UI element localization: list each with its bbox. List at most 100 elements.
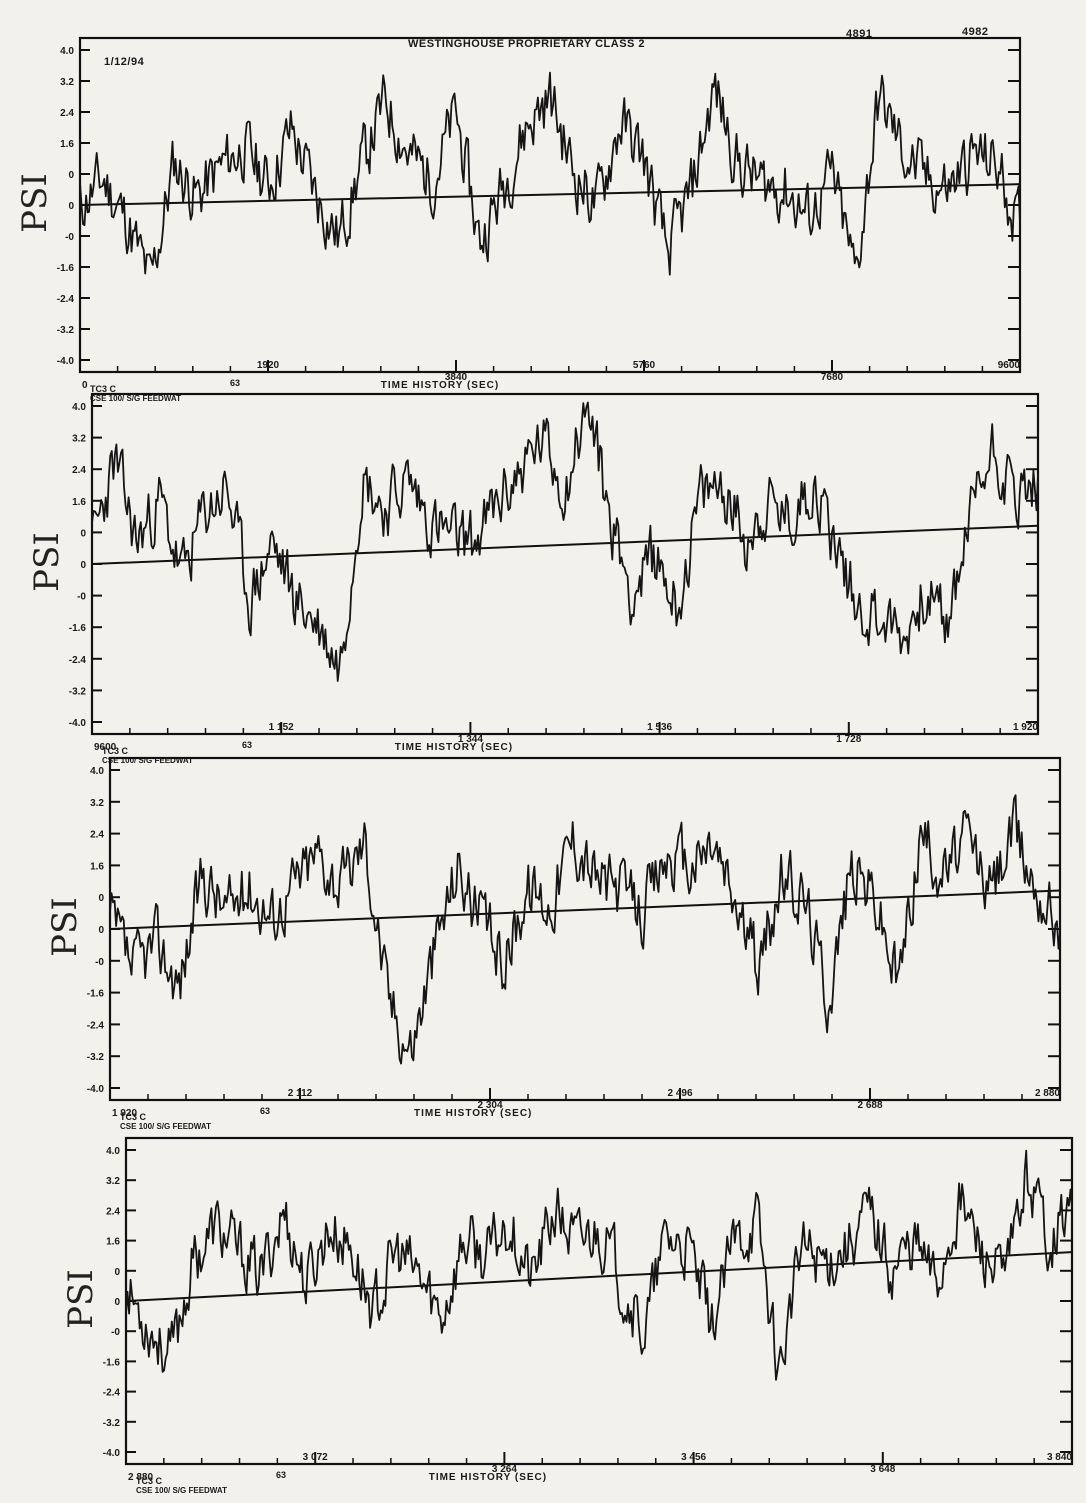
x-tick-label: 2 880 bbox=[128, 1472, 153, 1483]
code-label-2: 4982 bbox=[962, 26, 989, 38]
x-tick-label: 3 840 bbox=[1047, 1452, 1072, 1463]
y-tick-label: -4.0 bbox=[69, 718, 87, 729]
trend-line bbox=[79, 183, 1021, 206]
x-tick-label: 2 112 bbox=[288, 1088, 313, 1099]
y-tick-label: 0 bbox=[114, 1297, 120, 1308]
y-tick-label: 0 bbox=[114, 1267, 120, 1278]
footer-description: CSE 100/ S/G FEEDWAT bbox=[136, 1486, 227, 1495]
x-tick-label: 3 072 bbox=[303, 1452, 328, 1463]
x-tick-label: 3 648 bbox=[870, 1464, 895, 1475]
y-tick-label: -0 bbox=[95, 957, 104, 968]
y-tick-label: -3.2 bbox=[69, 686, 87, 697]
footer-id: 63 bbox=[242, 740, 252, 750]
y-tick-label: -2.4 bbox=[87, 1020, 105, 1031]
footer-channel: TC3 C bbox=[102, 746, 129, 756]
x-tick-label: 2 880 bbox=[1035, 1088, 1060, 1099]
series-line bbox=[109, 794, 1061, 1065]
y-tick-label: 1.6 bbox=[60, 139, 74, 150]
footer-description: CSE 100/ S/G FEEDWAT bbox=[120, 1122, 211, 1131]
x-tick-label: 1 536 bbox=[647, 722, 672, 733]
footer-id: 63 bbox=[230, 378, 240, 388]
x-tick-label: 1 344 bbox=[458, 734, 483, 745]
y-tick-label: -1.6 bbox=[57, 263, 75, 274]
footer-channel: TC3 C bbox=[136, 1476, 163, 1486]
y-tick-label: 3.2 bbox=[90, 798, 104, 809]
proprietary-title: WESTINGHOUSE PROPRIETARY CLASS 2 bbox=[408, 38, 646, 50]
y-tick-label: -1.6 bbox=[69, 623, 87, 634]
x-tick-label: 3840 bbox=[445, 372, 468, 383]
y-tick-label: -1.6 bbox=[87, 989, 105, 1000]
y-tick-label: 2.4 bbox=[72, 465, 86, 476]
y-tick-label: 1.6 bbox=[90, 861, 104, 872]
y-tick-label: 4.0 bbox=[60, 46, 74, 57]
footer-id: 63 bbox=[276, 1470, 286, 1480]
footer-channel: TC3 C bbox=[90, 384, 117, 394]
x-tick-label: 0 bbox=[82, 380, 88, 391]
x-tick-label: 9600 bbox=[94, 742, 117, 753]
x-axis-title: TIME HISTORY (SEC) bbox=[414, 1108, 532, 1119]
y-tick-label: 0 bbox=[80, 528, 86, 539]
y-tick-label: -2.4 bbox=[103, 1388, 121, 1399]
series-line bbox=[79, 71, 1021, 276]
y-tick-label: -3.2 bbox=[87, 1052, 105, 1063]
series-line bbox=[125, 1149, 1073, 1381]
x-tick-label: 3 456 bbox=[681, 1452, 706, 1463]
x-axis-title: TIME HISTORY (SEC) bbox=[429, 1472, 547, 1483]
y-tick-label: 0 bbox=[68, 201, 74, 212]
y-tick-label: 3.2 bbox=[60, 77, 74, 88]
y-tick-label: -4.0 bbox=[87, 1084, 105, 1095]
y-tick-label: -2.4 bbox=[69, 655, 87, 666]
trend-line bbox=[125, 1251, 1073, 1302]
x-tick-label: 5760 bbox=[633, 360, 656, 371]
y-tick-label: 2.4 bbox=[90, 830, 104, 841]
y-tick-label: 0 bbox=[98, 925, 104, 936]
y-tick-label: -4.0 bbox=[103, 1448, 121, 1459]
x-tick-label: 2 304 bbox=[477, 1100, 502, 1111]
x-tick-label: 7680 bbox=[821, 372, 844, 383]
y-tick-label: 1.6 bbox=[72, 497, 86, 508]
footer-description: CSE 100/ S/G FEEDWAT bbox=[102, 756, 193, 765]
x-axis-title: TIME HISTORY (SEC) bbox=[381, 380, 499, 391]
y-tick-label: 3.2 bbox=[72, 434, 86, 445]
date-label: 1/12/94 bbox=[104, 56, 145, 68]
y-tick-label: 3.2 bbox=[106, 1176, 120, 1187]
y-tick-label: -4.0 bbox=[57, 356, 75, 367]
trend-line bbox=[91, 524, 1039, 565]
y-tick-label: 4.0 bbox=[90, 766, 104, 777]
y-tick-label: 0 bbox=[80, 560, 86, 571]
y-tick-label: -3.2 bbox=[57, 325, 75, 336]
x-tick-label: 9600 bbox=[998, 360, 1021, 371]
y-tick-label: -0 bbox=[65, 232, 74, 243]
x-tick-label: 1 152 bbox=[269, 722, 294, 733]
y-tick-label: -0 bbox=[111, 1327, 120, 1338]
series-line bbox=[91, 401, 1039, 682]
y-tick-label: 2.4 bbox=[106, 1206, 120, 1217]
y-tick-label: 0 bbox=[68, 170, 74, 181]
y-tick-label: -1.6 bbox=[103, 1357, 121, 1368]
trend-line bbox=[109, 889, 1061, 930]
y-tick-label: 1.6 bbox=[106, 1237, 120, 1248]
y-axis-label: PSI bbox=[61, 1269, 101, 1329]
y-tick-label: 0 bbox=[98, 893, 104, 904]
footer-id: 63 bbox=[260, 1106, 270, 1116]
y-tick-label: -3.2 bbox=[103, 1418, 121, 1429]
footer-channel: TC3 C bbox=[120, 1112, 147, 1122]
x-tick-label: 1920 bbox=[257, 360, 280, 371]
y-tick-label: 4.0 bbox=[72, 402, 86, 413]
x-axis-title: TIME HISTORY (SEC) bbox=[395, 742, 513, 753]
x-tick-label: 1 920 bbox=[1013, 722, 1038, 733]
y-tick-label: -2.4 bbox=[57, 294, 75, 305]
x-tick-label: 2 688 bbox=[857, 1100, 882, 1111]
y-tick-label: 4.0 bbox=[106, 1146, 120, 1157]
x-tick-label: 3 264 bbox=[492, 1464, 517, 1475]
y-tick-label: 2.4 bbox=[60, 108, 74, 119]
plot-frame bbox=[124, 1136, 1074, 1466]
x-tick-label: 1 728 bbox=[836, 734, 861, 745]
footer-description: CSE 100/ S/G FEEDWAT bbox=[90, 394, 181, 403]
x-tick-label: 1 920 bbox=[112, 1108, 137, 1119]
y-tick-label: -0 bbox=[77, 592, 86, 603]
